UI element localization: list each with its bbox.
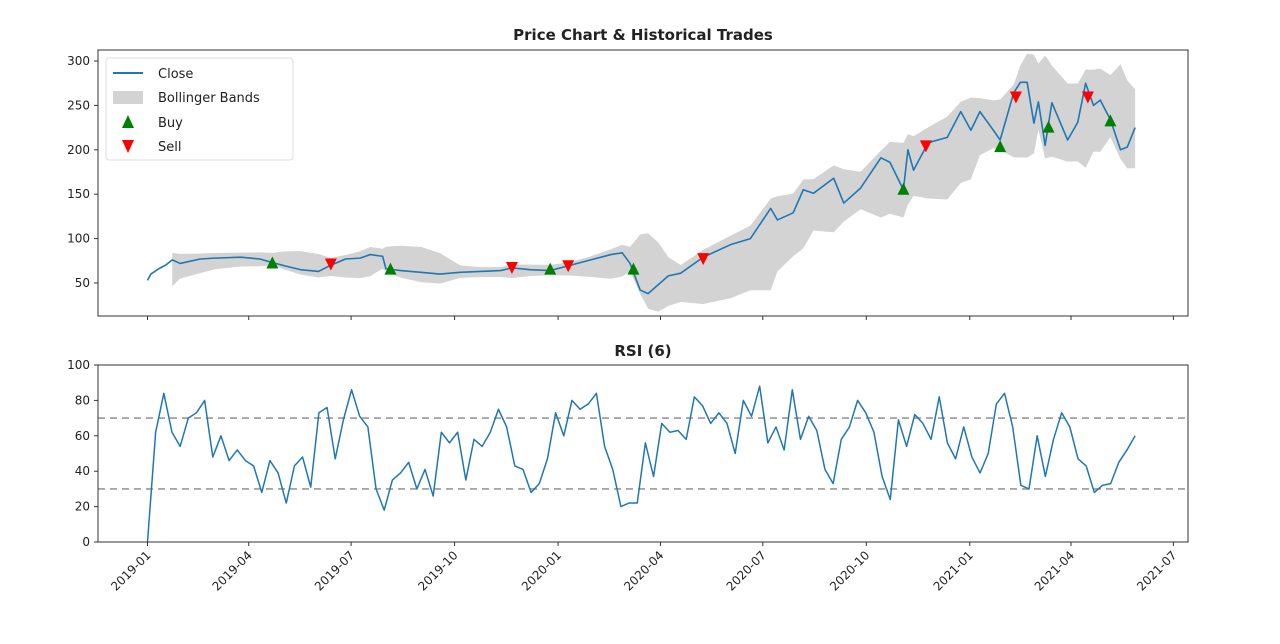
y-tick-label: 40: [75, 464, 90, 478]
y-tick-label: 50: [75, 276, 90, 290]
x-tick-label: 2021-04: [1032, 548, 1077, 593]
price-axes-frame: [97, 49, 1189, 317]
y-tick-label: 0: [82, 535, 90, 549]
y-tick-label: 100: [67, 358, 90, 372]
y-tick-label: 20: [75, 500, 90, 514]
legend-close-label: Close: [158, 67, 193, 82]
y-tick-label: 80: [75, 393, 90, 407]
rsi-x-axis: 2019-01 2019-04 2019-07 2019-10 2020-01 2020-…: [108, 542, 1179, 594]
sell-marker: [324, 258, 337, 271]
price-chart-title: Price Chart & Historical Trades: [513, 26, 773, 44]
legend-sell-label: Sell: [158, 140, 181, 155]
sell-marker: [1009, 91, 1022, 104]
price-x-axis: [146, 316, 1174, 320]
x-tick-label: 2020-01: [519, 548, 564, 593]
sell-marker: [562, 260, 575, 273]
buy-marker: [384, 262, 397, 275]
rsi-threshold-lines: [98, 417, 1188, 490]
legend-bands-swatch: [113, 91, 143, 104]
rsi-y-axis: 0 20 40 60 80 100: [67, 358, 98, 549]
legend-buy-label: Buy: [158, 116, 183, 131]
x-tick-label: 2019-04: [209, 548, 254, 593]
buy-marker: [1104, 114, 1117, 127]
y-tick-label: 250: [67, 98, 90, 112]
y-tick-label: 200: [67, 143, 90, 157]
rsi-line: [146, 385, 1136, 543]
bollinger-bands: [172, 53, 1136, 312]
rsi-chart-title: RSI (6): [614, 342, 671, 360]
buy-marker: [544, 262, 557, 275]
price-y-axis: 50 100 150 200 250 300: [67, 54, 98, 290]
sell-marker: [1081, 91, 1094, 104]
bollinger-band-area: [172, 53, 1136, 312]
sell-triangle-icon: [122, 140, 134, 153]
legend-box: [105, 57, 294, 161]
x-tick-label: 2021-01: [931, 548, 976, 593]
buy-marker: [1042, 120, 1055, 133]
trade-markers: [266, 91, 1117, 275]
y-tick-label: 100: [67, 232, 90, 246]
close-line-group: [146, 81, 1136, 295]
close-price-line: [146, 81, 1136, 295]
x-tick-label: 2020-04: [621, 548, 666, 593]
buy-triangle-icon: [122, 115, 134, 128]
price-panel: Price Chart & Historical Trades 50 100 150…: [67, 26, 1189, 320]
sell-marker: [697, 253, 710, 266]
y-tick-label: 300: [67, 54, 90, 68]
x-tick-label: 2019-01: [108, 548, 153, 593]
buy-marker: [994, 140, 1007, 153]
x-tick-label: 2020-07: [724, 548, 769, 593]
legend: Close Bollinger Bands Buy Sell: [105, 57, 294, 161]
buy-marker: [266, 256, 279, 269]
rsi-axes-frame: [97, 364, 1189, 543]
x-tick-label: 2020-10: [827, 548, 872, 593]
buy-marker: [627, 262, 640, 275]
x-tick-label: 2021-07: [1134, 548, 1179, 593]
sell-marker: [919, 140, 932, 153]
y-tick-label: 150: [67, 187, 90, 201]
rsi-line-group: [146, 385, 1136, 543]
y-tick-label: 60: [75, 429, 90, 443]
sell-marker: [505, 261, 518, 274]
x-tick-label: 2019-10: [415, 548, 460, 593]
buy-marker: [897, 182, 910, 195]
x-tick-label: 2019-07: [312, 548, 357, 593]
legend-bands-label: Bollinger Bands: [158, 91, 260, 106]
